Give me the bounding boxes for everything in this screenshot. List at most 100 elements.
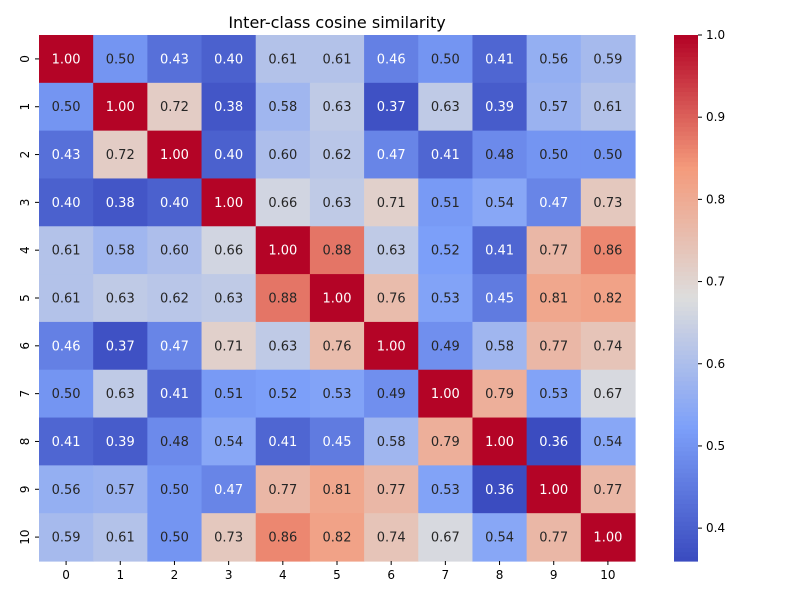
cell-value-label: 0.63 [323, 100, 352, 115]
colorbar-tick-label: 0.8 [706, 192, 725, 206]
x-tick-label: 9 [550, 568, 558, 582]
colorbar-strip [674, 43, 698, 49]
cell-value-label: 1.00 [431, 387, 460, 402]
colorbar-strip [674, 495, 698, 501]
colorbar-strip [674, 298, 698, 303]
heatmap-cell [472, 513, 528, 562]
cell-value-label: 0.77 [593, 483, 622, 498]
heatmap-cell [309, 274, 365, 323]
colorbar-strip [674, 376, 698, 382]
colorbar-strip [674, 517, 698, 523]
colorbar: 0.4 0.5 0.6 0.7 0.8 0.9 1.0 [674, 28, 725, 562]
colorbar-strip [674, 451, 698, 457]
heatmap-cell [93, 465, 148, 514]
heatmap-cell [93, 130, 148, 180]
colorbar-strip [674, 127, 698, 133]
colorbar-strip [674, 100, 698, 106]
heatmap-cell [580, 35, 636, 84]
heatmap-cell [364, 226, 419, 275]
cell-value-label: 0.40 [214, 52, 243, 67]
colorbar-strip [674, 113, 698, 119]
y-axis: 0 1 2 3 4 5 6 7 8 9 10 [18, 55, 39, 545]
colorbar-strip [674, 442, 698, 448]
cell-value-label: 0.63 [377, 244, 406, 259]
colorbar-strip [674, 188, 698, 194]
colorbar-strip [674, 201, 698, 207]
colorbar-strip [674, 411, 698, 417]
y-tick-label: 8 [18, 438, 32, 446]
colorbar-strip [674, 468, 698, 474]
x-tick-label: 7 [442, 568, 450, 582]
heatmap-cell [418, 274, 474, 323]
cell-value-label: 0.40 [214, 148, 243, 163]
cell-value-label: 0.63 [214, 292, 243, 307]
heatmap-cell [580, 321, 636, 371]
cell-value-label: 0.73 [214, 531, 243, 546]
heatmap-cell [526, 513, 582, 562]
colorbar-strip [674, 477, 698, 483]
cell-value-label: 0.61 [323, 52, 352, 67]
cell-value-label: 1.00 [160, 148, 189, 163]
colorbar-strip [674, 328, 698, 334]
heatmap-cell [147, 35, 203, 84]
heatmap-cell [418, 417, 474, 466]
cell-value-label: 0.45 [485, 292, 514, 307]
colorbar-strip [674, 153, 698, 159]
cell-value-label: 0.53 [431, 483, 460, 498]
colorbar-strip [674, 214, 698, 220]
heatmap-cell [255, 226, 311, 275]
colorbar-strip [674, 346, 698, 352]
cell-value-label: 0.72 [106, 148, 135, 163]
heatmap-cell [201, 178, 257, 227]
colorbar-strip [674, 311, 698, 317]
colorbar-strip [674, 438, 698, 444]
heatmap-cell [580, 178, 636, 227]
cell-value-label: 0.36 [485, 483, 514, 498]
colorbar-strip [674, 78, 698, 84]
heatmap-cell [147, 465, 203, 514]
cell-value-label: 0.41 [268, 435, 297, 450]
x-tick-label: 4 [279, 568, 287, 582]
colorbar-tick-label: 0.4 [706, 521, 725, 535]
cell-value-label: 0.50 [593, 148, 622, 163]
cell-value-label: 0.71 [214, 339, 243, 354]
heatmap-cell [364, 321, 419, 371]
heatmap-cell [418, 35, 474, 84]
colorbar-strip [674, 210, 698, 216]
cell-value-label: 0.63 [323, 196, 352, 211]
heatmap-cell [309, 465, 365, 514]
colorbar-strip [674, 249, 698, 255]
cell-value-label: 0.41 [52, 435, 81, 450]
colorbar-strip [674, 61, 698, 67]
heatmap-cell [364, 274, 419, 323]
colorbar-strip [674, 118, 698, 124]
cell-value-label: 0.54 [485, 196, 514, 211]
x-tick-label: 10 [600, 568, 615, 582]
colorbar-strip [674, 70, 698, 76]
heatmap-cell [201, 369, 257, 419]
cell-value-label: 0.47 [539, 196, 568, 211]
heatmap-cell [93, 35, 148, 84]
cell-value-label: 0.86 [268, 531, 297, 546]
cell-value-label: 0.88 [323, 244, 352, 259]
heatmap-cell [418, 321, 474, 371]
x-axis: 0 1 2 3 4 5 6 7 8 9 10 [62, 561, 616, 582]
heatmap-cell [255, 465, 311, 514]
colorbar-strip [674, 390, 698, 396]
heatmap-cell [309, 417, 365, 466]
colorbar-strip [674, 521, 698, 527]
colorbar-strip [674, 398, 698, 404]
colorbar-tick-label: 0.6 [706, 357, 725, 371]
colorbar-strip [674, 525, 698, 531]
heatmap-cell [147, 82, 203, 132]
cell-value-label: 0.51 [431, 196, 460, 211]
cell-value-label: 0.66 [214, 244, 243, 259]
colorbar-strip [674, 223, 698, 229]
heatmap-cell [93, 178, 148, 227]
heatmap-cell [580, 417, 636, 466]
heatmap-cell [93, 417, 148, 466]
cell-value-label: 0.38 [214, 100, 243, 115]
colorbar-strip [674, 267, 698, 273]
colorbar-strip [674, 420, 698, 426]
